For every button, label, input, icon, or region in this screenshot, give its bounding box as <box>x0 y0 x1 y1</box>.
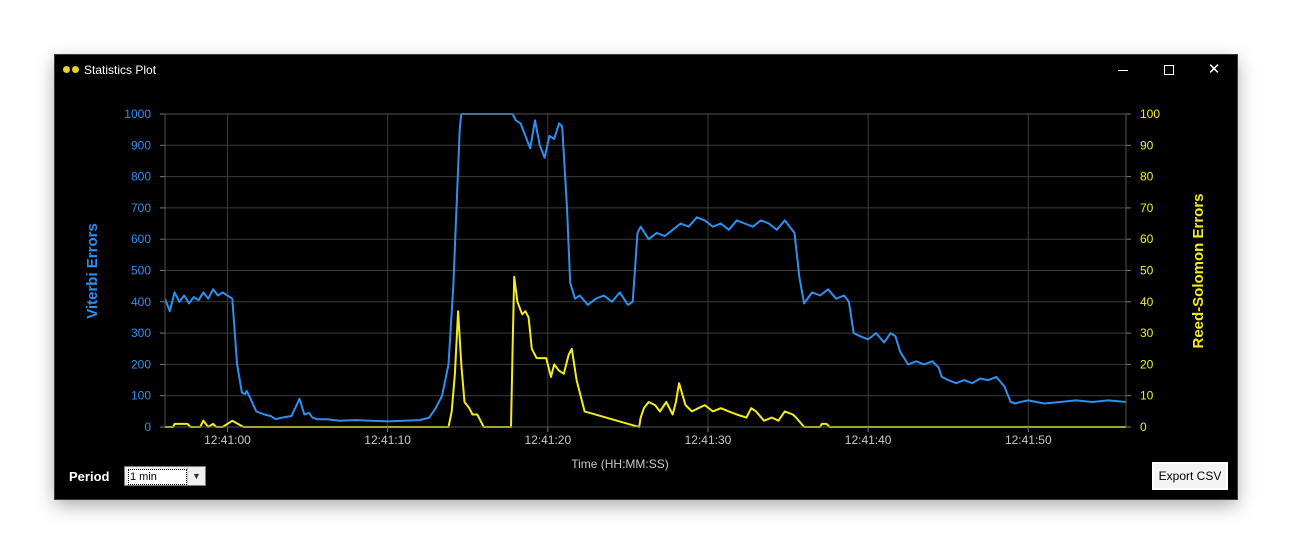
y-left-tick-label: 700 <box>131 201 151 215</box>
y-right-tick-label: 40 <box>1140 295 1154 309</box>
y-right-tick-label: 60 <box>1140 232 1154 246</box>
y-left-tick-label: 500 <box>131 264 151 278</box>
x-axis-label: Time (HH:MM:SS) <box>571 457 669 471</box>
y-right-tick-label: 100 <box>1140 107 1160 121</box>
y-right-tick-label: 90 <box>1140 138 1154 152</box>
x-tick-label: 12:41:30 <box>685 433 732 447</box>
x-tick-label: 12:41:00 <box>204 433 251 447</box>
reed-solomon-series-line <box>165 275 1126 428</box>
y-axis-left-label: Viterbi Errors <box>84 223 101 319</box>
maximize-button[interactable] <box>1146 55 1192 85</box>
x-tick-label: 12:41:10 <box>364 433 411 447</box>
period-selected-value: 1 min <box>128 469 187 485</box>
y-left-tick-label: 600 <box>131 232 151 246</box>
y-left-tick-label: 200 <box>131 357 151 371</box>
y-left-tick-label: 100 <box>131 389 151 403</box>
close-icon: ✕ <box>1207 61 1221 78</box>
period-dropdown[interactable]: 1 min ▼ <box>124 466 206 486</box>
axes: 0 100 200 300 400 500 600 700 800 900 1000 0 10 20 30 4… <box>124 107 1160 447</box>
y-right-tick-label: 80 <box>1140 170 1154 184</box>
minimize-button[interactable] <box>1100 55 1146 85</box>
export-csv-button[interactable]: Export CSV <box>1151 461 1229 491</box>
y-right-tick-label: 0 <box>1140 420 1147 434</box>
app-icon <box>63 66 79 74</box>
statistics-plot-window: Statistics Plot ✕ 0 100 200 300 400 500 600 700… <box>55 55 1237 499</box>
y-axis-right-label: Reed-Solomon Errors <box>1190 193 1207 348</box>
y-right-tick-label: 70 <box>1140 201 1154 215</box>
statistics-chart: 0 100 200 300 400 500 600 700 800 900 1000 0 10 20 30 4… <box>84 107 1207 471</box>
window-title: Statistics Plot <box>84 63 157 77</box>
viterbi-series-line <box>165 113 1126 423</box>
y-left-tick-label: 300 <box>131 326 151 340</box>
y-right-tick-label: 30 <box>1140 326 1154 340</box>
grid-lines <box>165 113 1126 428</box>
minimize-icon <box>1118 70 1128 71</box>
y-right-tick-label: 10 <box>1140 389 1154 403</box>
y-left-tick-label: 900 <box>131 138 151 152</box>
plot-frame <box>164 113 1127 428</box>
y-right-tick-label: 20 <box>1140 357 1154 371</box>
y-left-tick-label: 800 <box>131 170 151 184</box>
y-left-tick-label: 400 <box>131 295 151 309</box>
x-tick-label: 12:41:20 <box>524 433 571 447</box>
maximize-icon <box>1164 65 1174 75</box>
close-button[interactable]: ✕ <box>1191 55 1237 85</box>
chevron-down-icon[interactable]: ▼ <box>187 467 205 485</box>
x-tick-label: 12:41:50 <box>1005 433 1052 447</box>
y-left-tick-label: 0 <box>144 420 151 434</box>
x-tick-label: 12:41:40 <box>845 433 892 447</box>
period-label: Period <box>69 469 110 484</box>
title-bar[interactable]: Statistics Plot ✕ <box>55 55 1237 85</box>
y-left-tick-label: 1000 <box>124 107 151 121</box>
y-right-tick-label: 50 <box>1140 264 1154 278</box>
series-layer <box>165 113 1126 428</box>
